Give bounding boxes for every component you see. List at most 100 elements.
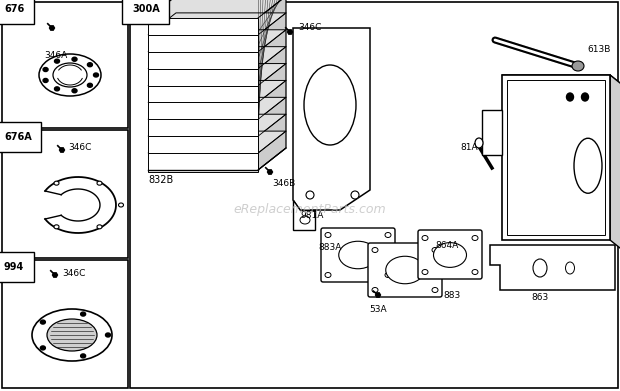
Ellipse shape (43, 79, 48, 83)
Ellipse shape (72, 89, 77, 93)
Ellipse shape (386, 256, 424, 284)
Ellipse shape (55, 59, 60, 63)
Polygon shape (288, 30, 293, 34)
Ellipse shape (32, 309, 112, 361)
Polygon shape (148, 13, 286, 35)
Text: 300A: 300A (132, 4, 160, 14)
Text: 864A: 864A (435, 242, 458, 251)
Ellipse shape (472, 235, 478, 240)
Polygon shape (60, 148, 64, 152)
Polygon shape (148, 131, 286, 153)
Polygon shape (148, 119, 258, 138)
Ellipse shape (94, 73, 99, 77)
Polygon shape (258, 0, 286, 170)
Ellipse shape (433, 243, 466, 267)
Text: 346C: 346C (62, 269, 86, 278)
Text: 346C: 346C (68, 143, 91, 152)
Ellipse shape (55, 87, 60, 91)
Polygon shape (490, 245, 615, 290)
Polygon shape (267, 170, 273, 174)
Polygon shape (502, 75, 610, 240)
Bar (2, 2, 128, 128)
Text: 863: 863 (531, 294, 549, 303)
Ellipse shape (87, 83, 92, 87)
Ellipse shape (53, 63, 87, 87)
Ellipse shape (43, 68, 48, 72)
Polygon shape (148, 114, 286, 136)
Polygon shape (148, 18, 258, 37)
Ellipse shape (40, 320, 45, 324)
Ellipse shape (339, 241, 377, 269)
Ellipse shape (422, 269, 428, 274)
Text: 883: 883 (443, 292, 461, 301)
Ellipse shape (567, 93, 574, 101)
Polygon shape (148, 81, 286, 102)
Polygon shape (148, 69, 258, 88)
Polygon shape (148, 97, 286, 119)
Ellipse shape (574, 138, 602, 193)
Ellipse shape (372, 287, 378, 292)
Text: 981A: 981A (300, 210, 324, 219)
Ellipse shape (81, 312, 86, 316)
Bar (2, 130, 128, 258)
Polygon shape (148, 86, 258, 104)
Bar (507, 80, 605, 235)
Ellipse shape (372, 248, 378, 253)
Bar (130, 2, 618, 388)
Text: 676: 676 (4, 4, 24, 14)
Ellipse shape (325, 273, 331, 278)
Bar (2, 260, 128, 388)
Text: 346A: 346A (44, 50, 67, 59)
Ellipse shape (97, 225, 102, 229)
Text: 676A: 676A (4, 132, 32, 142)
Ellipse shape (325, 233, 331, 237)
FancyBboxPatch shape (368, 243, 442, 297)
Ellipse shape (39, 54, 101, 96)
Polygon shape (148, 102, 258, 121)
Text: 346B: 346B (272, 179, 295, 188)
Polygon shape (148, 30, 286, 52)
Ellipse shape (582, 93, 588, 101)
Ellipse shape (118, 203, 123, 207)
Ellipse shape (54, 225, 59, 229)
Ellipse shape (54, 181, 59, 185)
Ellipse shape (472, 269, 478, 274)
Ellipse shape (300, 216, 310, 224)
FancyBboxPatch shape (418, 230, 482, 279)
Polygon shape (148, 35, 258, 54)
Text: 994: 994 (4, 262, 24, 272)
Polygon shape (376, 293, 381, 297)
Ellipse shape (351, 191, 359, 199)
Ellipse shape (306, 191, 314, 199)
Polygon shape (148, 0, 286, 18)
Polygon shape (148, 153, 258, 172)
Ellipse shape (475, 138, 483, 148)
Polygon shape (148, 52, 258, 71)
Ellipse shape (565, 262, 575, 274)
Ellipse shape (72, 57, 77, 61)
Ellipse shape (432, 248, 438, 253)
Ellipse shape (97, 181, 102, 185)
Text: 613B: 613B (587, 45, 610, 54)
Polygon shape (293, 200, 315, 230)
Ellipse shape (81, 354, 86, 358)
Polygon shape (148, 47, 286, 69)
Text: eReplacementParts.com: eReplacementParts.com (234, 203, 386, 217)
Ellipse shape (105, 333, 110, 337)
Ellipse shape (385, 233, 391, 237)
Ellipse shape (47, 319, 97, 351)
Ellipse shape (40, 346, 45, 350)
Ellipse shape (304, 65, 356, 145)
Polygon shape (293, 28, 370, 210)
Polygon shape (50, 26, 55, 30)
Text: 81A: 81A (460, 143, 477, 152)
Text: 53A: 53A (369, 305, 387, 314)
Text: 883A: 883A (318, 244, 342, 253)
Ellipse shape (422, 235, 428, 240)
Polygon shape (502, 75, 620, 91)
Ellipse shape (533, 259, 547, 277)
Polygon shape (148, 136, 258, 155)
Polygon shape (53, 273, 58, 277)
Text: 346C: 346C (298, 23, 321, 32)
Ellipse shape (87, 63, 92, 67)
